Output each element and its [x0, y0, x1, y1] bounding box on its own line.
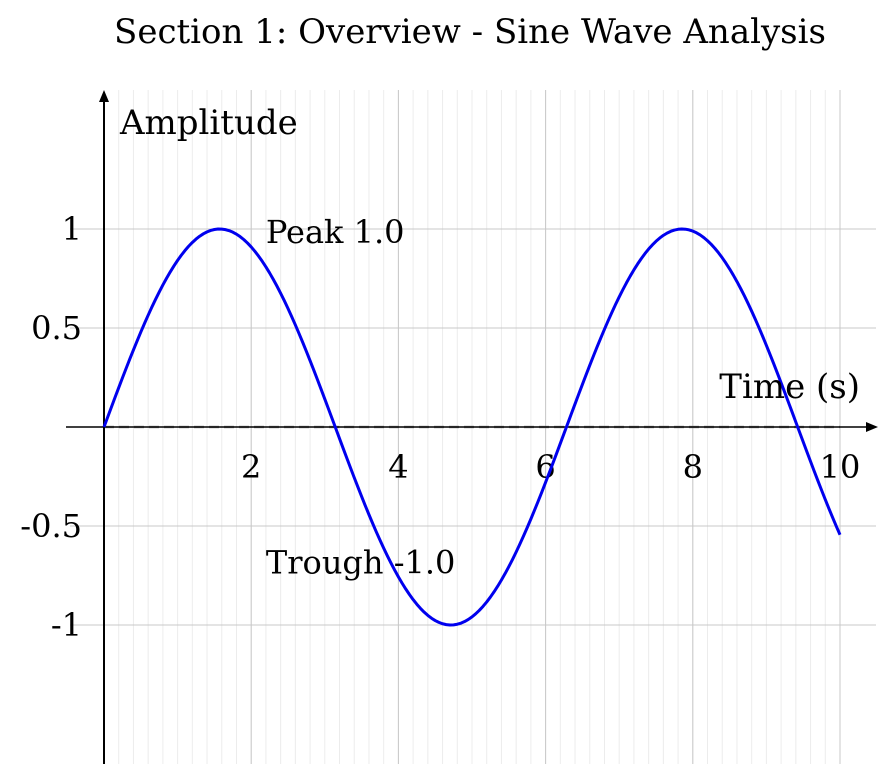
x-tick-label: 10: [820, 448, 861, 486]
y-tick-labels: 1 0.5 -0.5 -1: [20, 210, 82, 644]
series-layer: [102, 227, 842, 627]
x-tick-label: 8: [683, 448, 703, 486]
annotation-trough: Trough -1.0: [266, 544, 455, 582]
annotations: Peak 1.0 Trough -1.0: [266, 213, 455, 582]
y-tick-label: 0.5: [31, 309, 82, 347]
y-tick-label: 1: [62, 210, 82, 248]
x-tick-label: 4: [388, 448, 408, 486]
annotation-peak: Peak 1.0: [266, 213, 405, 251]
x-axis-arrow: [866, 422, 878, 432]
x-tick-labels: 2 4 6 8 10: [241, 448, 860, 486]
y-axis-label: Amplitude: [119, 103, 298, 143]
x-tick-label: 6: [535, 448, 555, 486]
y-axis-arrow: [99, 90, 109, 102]
y-tick-label: -1: [51, 606, 82, 644]
sine-curve: [102, 227, 842, 627]
axes: [66, 90, 878, 764]
x-tick-label: 2: [241, 448, 261, 486]
chart-title: Section 1: Overview - Sine Wave Analysis: [114, 12, 826, 52]
x-axis-label: Time (s): [719, 367, 860, 407]
y-tick-label: -0.5: [20, 507, 82, 545]
